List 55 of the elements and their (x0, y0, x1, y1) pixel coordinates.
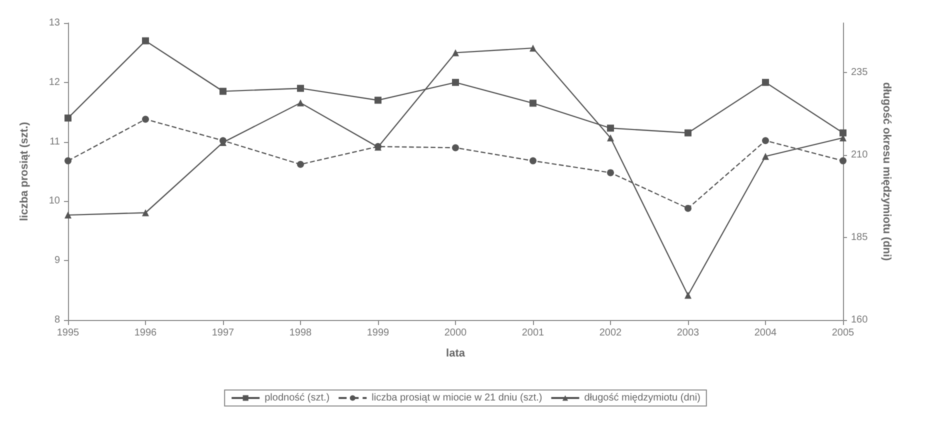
point (762, 137, 769, 144)
x-tick-label: 2005 (832, 328, 855, 338)
point (297, 99, 304, 106)
y-tick-label: 11 (50, 136, 60, 148)
point (530, 44, 536, 52)
point (64, 157, 72, 164)
x-tick-label: 1997 (212, 328, 235, 338)
x-tick-label: 1999 (366, 328, 390, 338)
point (684, 204, 692, 212)
legend-label: długość międzymiotu (dni) (584, 392, 700, 404)
point (530, 157, 536, 164)
point (142, 37, 149, 44)
x-axis-title: lata (446, 348, 466, 360)
point (607, 124, 614, 132)
point (684, 292, 692, 299)
x-tick-label: 2003 (676, 328, 700, 338)
point (220, 88, 226, 95)
point (840, 129, 846, 136)
y-tick-label: 10 (48, 196, 60, 207)
x-tick-label: 1996 (134, 328, 158, 338)
y2-tick-label: 185 (851, 232, 868, 243)
x-tick-label: 2000 (444, 328, 468, 338)
point (530, 100, 536, 107)
point (452, 49, 459, 56)
point (840, 157, 846, 164)
x-tick-label: 2004 (754, 328, 778, 338)
x-tick-label: 1998 (289, 328, 312, 338)
legend-label: plodność (szt.) (264, 392, 330, 404)
point (64, 114, 72, 122)
point (142, 209, 149, 216)
x-tick-label: 1995 (56, 328, 80, 338)
y-tick-label: 8 (54, 314, 60, 326)
point (684, 129, 692, 136)
x-tick-label: 2001 (522, 328, 545, 338)
x-tick-label: 2002 (599, 328, 622, 338)
point (64, 212, 72, 219)
y-axis-title: liczba prosiąt (szt.) (18, 122, 30, 222)
point (607, 169, 614, 176)
point (452, 144, 459, 152)
y2-axis-title: długość okresu międzymiotu (dni) (880, 82, 892, 262)
point (607, 134, 614, 142)
point (762, 78, 769, 86)
y-tick-label: 9 (54, 255, 60, 266)
point (142, 116, 149, 123)
point (374, 96, 382, 104)
y-tick-label: 13 (48, 18, 60, 28)
y-tick-label: 12 (48, 76, 60, 88)
y2-tick-label: 235 (851, 67, 868, 78)
y2-tick-label: 210 (851, 150, 868, 160)
point (297, 84, 304, 92)
point (297, 160, 304, 168)
y2-tick-label: 160 (851, 314, 868, 326)
point (452, 78, 459, 86)
legend-label: liczba prosiąt w miocie w 21 dniu (szt.) (372, 392, 542, 404)
point (762, 152, 769, 160)
